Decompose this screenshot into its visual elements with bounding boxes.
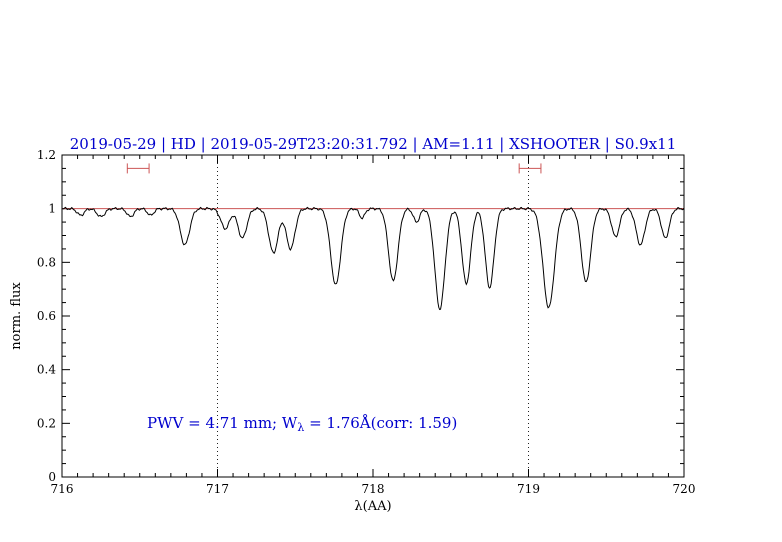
- y-tick-label: 0: [48, 470, 56, 484]
- y-tick-label: 0.6: [37, 309, 56, 323]
- y-axis-label: norm. flux: [9, 282, 24, 350]
- x-tick-label: 718: [362, 482, 385, 496]
- x-tick-label: 717: [206, 482, 229, 496]
- plot-title: 2019-05-29 | HD | 2019-05-29T23:20:31.79…: [70, 135, 677, 153]
- pwv-annotation: PWV = 4.71 mm; Wλ = 1.76Å(corr: 1.59): [147, 414, 457, 434]
- pwv-annotation-suffix: = 1.76Å(corr: 1.59): [304, 414, 457, 432]
- y-tick-label: 0.2: [37, 416, 56, 430]
- y-tick-label: 1.2: [37, 148, 56, 162]
- data-layer: [61, 163, 685, 311]
- axes-layer: 716 717 718 719 720 0 0.2 0.4 0.6 0.8 1 1.2: [37, 148, 696, 496]
- pwv-annotation-sub: λ: [297, 421, 304, 434]
- pwv-annotation-prefix: PWV = 4.71 mm; W: [147, 414, 298, 432]
- spectrum-line: [61, 206, 685, 311]
- x-tick-label: 720: [673, 482, 696, 496]
- x-tick-label: 719: [517, 482, 540, 496]
- x-axis-label: λ(AA): [354, 499, 391, 514]
- y-tick-label: 0.8: [37, 255, 56, 269]
- y-tick-label: 1: [48, 202, 56, 216]
- y-tick-label: 0.4: [37, 363, 56, 377]
- x-tick-label: 716: [51, 482, 74, 496]
